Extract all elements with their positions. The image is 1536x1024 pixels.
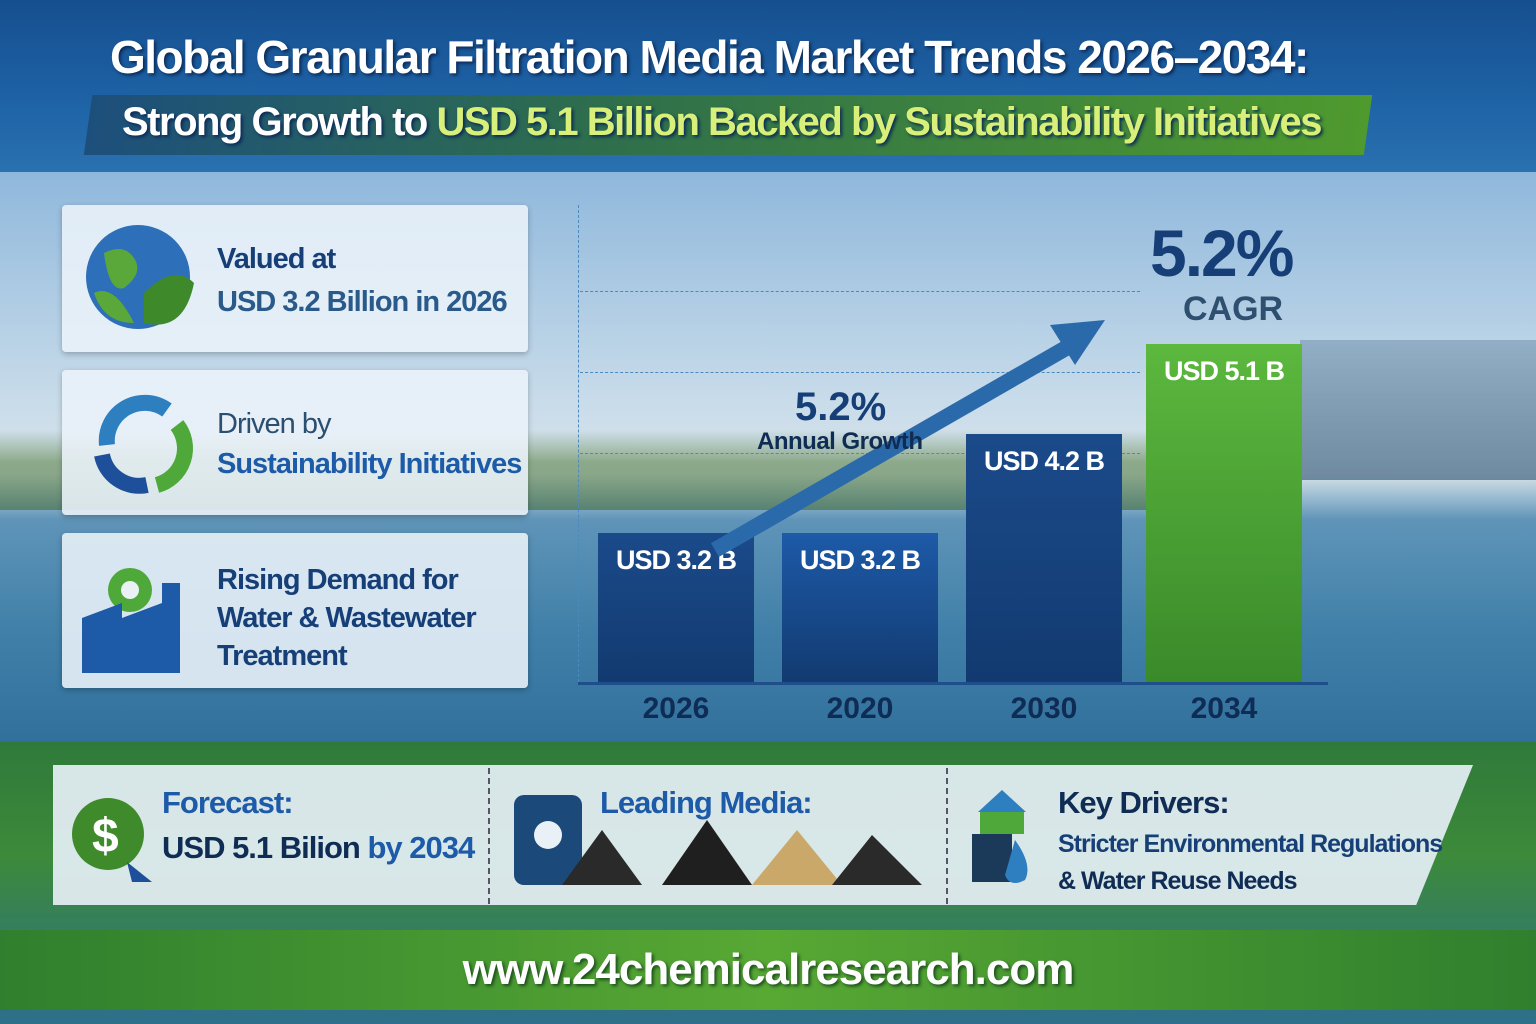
card-demand: Rising Demand for Water & Wastewater Tre… bbox=[62, 533, 528, 688]
card-line2: Water & Wastewater bbox=[217, 602, 477, 634]
forecast-value: USD 5.1 Bilion by 2034 bbox=[162, 830, 475, 866]
card-line3: Treatment bbox=[217, 640, 348, 672]
growth-arrow-icon bbox=[711, 320, 1105, 557]
annual-growth-value: 5.2% bbox=[795, 385, 887, 429]
page-title: Global Granular Filtration Media Market … bbox=[110, 31, 1309, 83]
forecast-year: by 2034 bbox=[359, 830, 475, 865]
data-label: USD 3.2 B bbox=[799, 544, 921, 575]
bar-2034: USD 5.1 B bbox=[1146, 344, 1302, 682]
recycle-icon bbox=[94, 394, 193, 494]
gridline bbox=[580, 371, 1140, 373]
drivers-line1: Stricter Environmental Regulations bbox=[1058, 830, 1443, 858]
globe-leaf-icon bbox=[86, 225, 194, 329]
dollar-icon: $ bbox=[72, 798, 152, 882]
drivers-title: Key Drivers: bbox=[1058, 785, 1230, 820]
bar-chart: USD 3.2 B USD 3.2 B USD 4.2 B USD 5.1 B bbox=[580, 205, 1302, 682]
svg-text:$: $ bbox=[92, 810, 119, 863]
divider bbox=[488, 768, 490, 904]
card-line2: Sustainability Initiatives bbox=[217, 448, 522, 480]
card-line1: Driven by bbox=[217, 408, 331, 440]
gridline bbox=[580, 290, 1140, 292]
data-label: USD 5.1 B bbox=[1163, 356, 1285, 387]
x-axis bbox=[578, 682, 1328, 685]
card-line1: Valued at bbox=[217, 243, 336, 275]
card-valued: Valued at USD 3.2 Billion in 2026 bbox=[62, 205, 528, 352]
building-water-icon bbox=[972, 790, 1028, 884]
bar-2030: USD 4.2 B bbox=[966, 433, 1122, 682]
forecast-title: Forecast: bbox=[162, 785, 294, 820]
cagr-value: 5.2% bbox=[1150, 216, 1294, 290]
website-link[interactable]: www.24chemicalresearch.com bbox=[462, 945, 1075, 994]
media-title: Leading Media: bbox=[600, 785, 813, 820]
x-tick-label: 2030 bbox=[1010, 692, 1078, 725]
x-tick-label: 2026 bbox=[642, 692, 710, 725]
x-tick-label: 2020 bbox=[826, 692, 894, 725]
forecast-amount: USD 5.1 Bilion bbox=[162, 830, 361, 865]
annual-growth-label: Annual Growth bbox=[757, 428, 923, 455]
filter-media-icon bbox=[514, 795, 922, 885]
drivers-line2: & Water Reuse Needs bbox=[1058, 867, 1297, 895]
card-line1: Rising Demand for bbox=[217, 564, 459, 596]
x-tick-label: 2034 bbox=[1190, 692, 1258, 725]
footer-band bbox=[0, 930, 1536, 1010]
y-axis bbox=[578, 205, 579, 682]
subtitle-prefix: Strong Growth to bbox=[122, 100, 437, 144]
card-driven: Driven by Sustainability Initiatives bbox=[62, 370, 528, 515]
bridge bbox=[1300, 340, 1536, 480]
card-line2: USD 3.2 Billion in 2026 bbox=[217, 286, 508, 318]
divider bbox=[946, 768, 948, 904]
data-label: USD 4.2 B bbox=[983, 445, 1105, 476]
factory-gear-icon bbox=[82, 568, 180, 673]
bar-2020: USD 3.2 B bbox=[782, 532, 938, 682]
cagr-label: CAGR bbox=[1183, 290, 1284, 328]
subtitle: Strong Growth to USD 5.1 Billion Backed … bbox=[122, 100, 1322, 145]
subtitle-highlight: USD 5.1 Billion Backed by Sustainability… bbox=[436, 100, 1322, 144]
gridline bbox=[580, 453, 1140, 455]
